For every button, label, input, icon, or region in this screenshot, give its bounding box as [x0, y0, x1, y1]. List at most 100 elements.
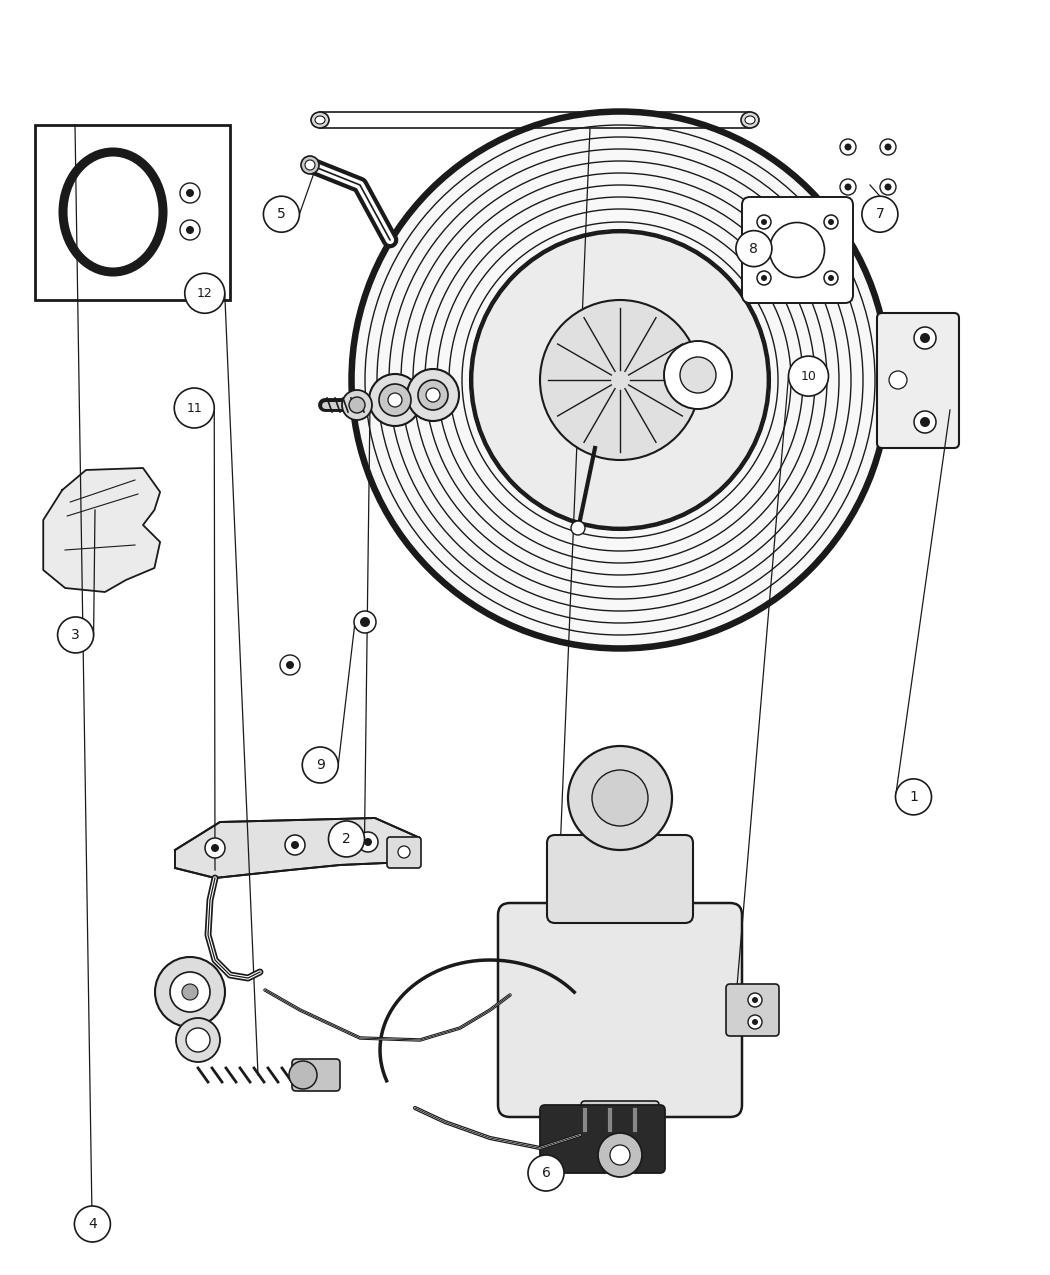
Circle shape [761, 219, 766, 224]
Circle shape [680, 357, 716, 393]
Circle shape [350, 110, 890, 650]
Circle shape [840, 179, 856, 195]
Circle shape [748, 1015, 762, 1029]
Circle shape [540, 300, 700, 460]
Circle shape [610, 1145, 630, 1165]
Text: 12: 12 [197, 287, 212, 300]
FancyBboxPatch shape [726, 984, 779, 1037]
FancyBboxPatch shape [498, 903, 742, 1117]
Circle shape [664, 340, 732, 409]
Circle shape [185, 273, 225, 314]
Circle shape [862, 196, 898, 232]
Circle shape [180, 221, 200, 240]
Circle shape [880, 139, 896, 156]
Circle shape [884, 184, 891, 190]
Circle shape [186, 226, 194, 235]
Circle shape [388, 393, 402, 407]
Text: 5: 5 [277, 208, 286, 221]
Circle shape [884, 144, 891, 150]
Circle shape [752, 1019, 758, 1025]
FancyBboxPatch shape [540, 1105, 665, 1173]
Circle shape [398, 847, 410, 858]
Circle shape [889, 371, 907, 389]
Text: 10: 10 [800, 370, 817, 382]
Text: 4: 4 [88, 1218, 97, 1230]
Bar [35, 125, 230, 300]
Circle shape [58, 617, 93, 653]
Circle shape [571, 521, 585, 536]
Circle shape [828, 219, 834, 224]
Circle shape [757, 215, 771, 230]
FancyBboxPatch shape [292, 1060, 340, 1091]
Circle shape [568, 746, 672, 850]
Text: 11: 11 [187, 402, 202, 414]
FancyBboxPatch shape [547, 835, 693, 923]
Circle shape [186, 189, 194, 198]
Circle shape [280, 655, 300, 674]
Circle shape [418, 380, 448, 411]
FancyBboxPatch shape [387, 836, 421, 868]
Circle shape [592, 770, 648, 826]
Text: 2: 2 [342, 833, 351, 845]
Circle shape [757, 272, 771, 286]
Ellipse shape [746, 116, 755, 124]
Text: 7: 7 [876, 208, 884, 221]
Text: 1: 1 [909, 790, 918, 803]
Circle shape [528, 1155, 564, 1191]
Polygon shape [175, 819, 420, 878]
Circle shape [407, 368, 459, 421]
Circle shape [180, 184, 200, 203]
Text: 6: 6 [542, 1167, 550, 1179]
Circle shape [598, 1133, 642, 1177]
Circle shape [369, 374, 421, 426]
Circle shape [302, 747, 338, 783]
Circle shape [748, 993, 762, 1007]
Circle shape [174, 388, 214, 428]
Circle shape [291, 842, 299, 849]
Circle shape [828, 275, 834, 280]
Circle shape [880, 179, 896, 195]
Circle shape [354, 611, 376, 632]
Circle shape [286, 660, 294, 669]
Circle shape [186, 1028, 210, 1052]
Circle shape [920, 333, 930, 343]
Circle shape [426, 388, 440, 402]
Ellipse shape [315, 116, 326, 124]
Text: 9: 9 [316, 759, 324, 771]
Circle shape [358, 833, 378, 852]
Circle shape [896, 779, 931, 815]
Circle shape [182, 984, 198, 1000]
FancyBboxPatch shape [877, 312, 959, 448]
FancyBboxPatch shape [742, 198, 853, 303]
Ellipse shape [741, 112, 759, 128]
Circle shape [824, 215, 838, 230]
Circle shape [920, 417, 930, 427]
Circle shape [75, 1206, 110, 1242]
Circle shape [844, 184, 852, 190]
Circle shape [264, 196, 299, 232]
Circle shape [379, 384, 411, 416]
Circle shape [170, 972, 210, 1012]
FancyBboxPatch shape [581, 1102, 659, 1139]
Circle shape [789, 356, 828, 397]
Text: 3: 3 [71, 629, 80, 641]
Circle shape [349, 397, 365, 413]
Circle shape [914, 326, 936, 349]
Circle shape [285, 835, 304, 856]
Circle shape [176, 1017, 220, 1062]
Circle shape [844, 144, 852, 150]
Circle shape [205, 838, 225, 858]
Circle shape [289, 1061, 317, 1089]
Circle shape [304, 159, 315, 170]
Circle shape [329, 821, 364, 857]
Text: 8: 8 [750, 242, 758, 255]
Circle shape [736, 231, 772, 266]
Ellipse shape [311, 112, 329, 128]
Circle shape [470, 230, 770, 530]
Circle shape [301, 156, 319, 173]
Circle shape [752, 997, 758, 1003]
Circle shape [364, 838, 372, 847]
Circle shape [342, 390, 372, 419]
Circle shape [914, 411, 936, 434]
Polygon shape [43, 468, 160, 592]
